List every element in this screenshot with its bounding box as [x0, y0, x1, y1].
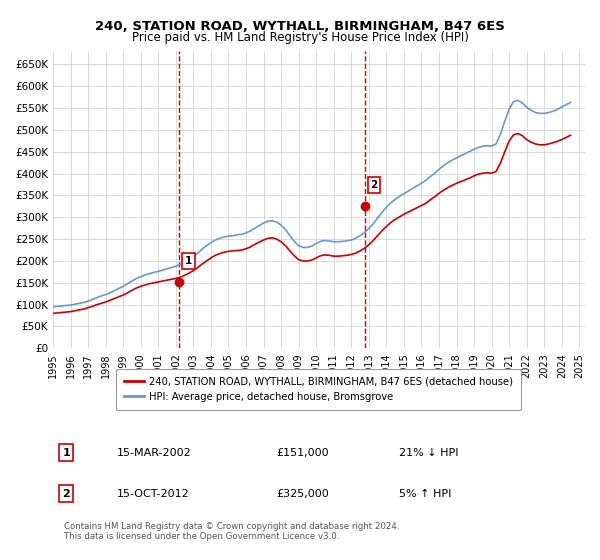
Text: 2: 2: [62, 489, 70, 498]
Text: 240, STATION ROAD, WYTHALL, BIRMINGHAM, B47 6ES: 240, STATION ROAD, WYTHALL, BIRMINGHAM, …: [95, 20, 505, 32]
Text: 21% ↓ HPI: 21% ↓ HPI: [398, 448, 458, 458]
Text: 15-MAR-2002: 15-MAR-2002: [117, 448, 191, 458]
Text: £151,000: £151,000: [276, 448, 329, 458]
Text: 1: 1: [185, 256, 192, 266]
Text: 15-OCT-2012: 15-OCT-2012: [117, 489, 190, 498]
Legend: 240, STATION ROAD, WYTHALL, BIRMINGHAM, B47 6ES (detached house), HPI: Average p: 240, STATION ROAD, WYTHALL, BIRMINGHAM, …: [116, 368, 521, 409]
Text: Price paid vs. HM Land Registry's House Price Index (HPI): Price paid vs. HM Land Registry's House …: [131, 31, 469, 44]
Text: Contains HM Land Registry data © Crown copyright and database right 2024.
This d: Contains HM Land Registry data © Crown c…: [64, 521, 399, 541]
Text: £325,000: £325,000: [276, 489, 329, 498]
Text: 1: 1: [62, 448, 70, 458]
Text: 2: 2: [370, 180, 377, 190]
Text: 5% ↑ HPI: 5% ↑ HPI: [398, 489, 451, 498]
